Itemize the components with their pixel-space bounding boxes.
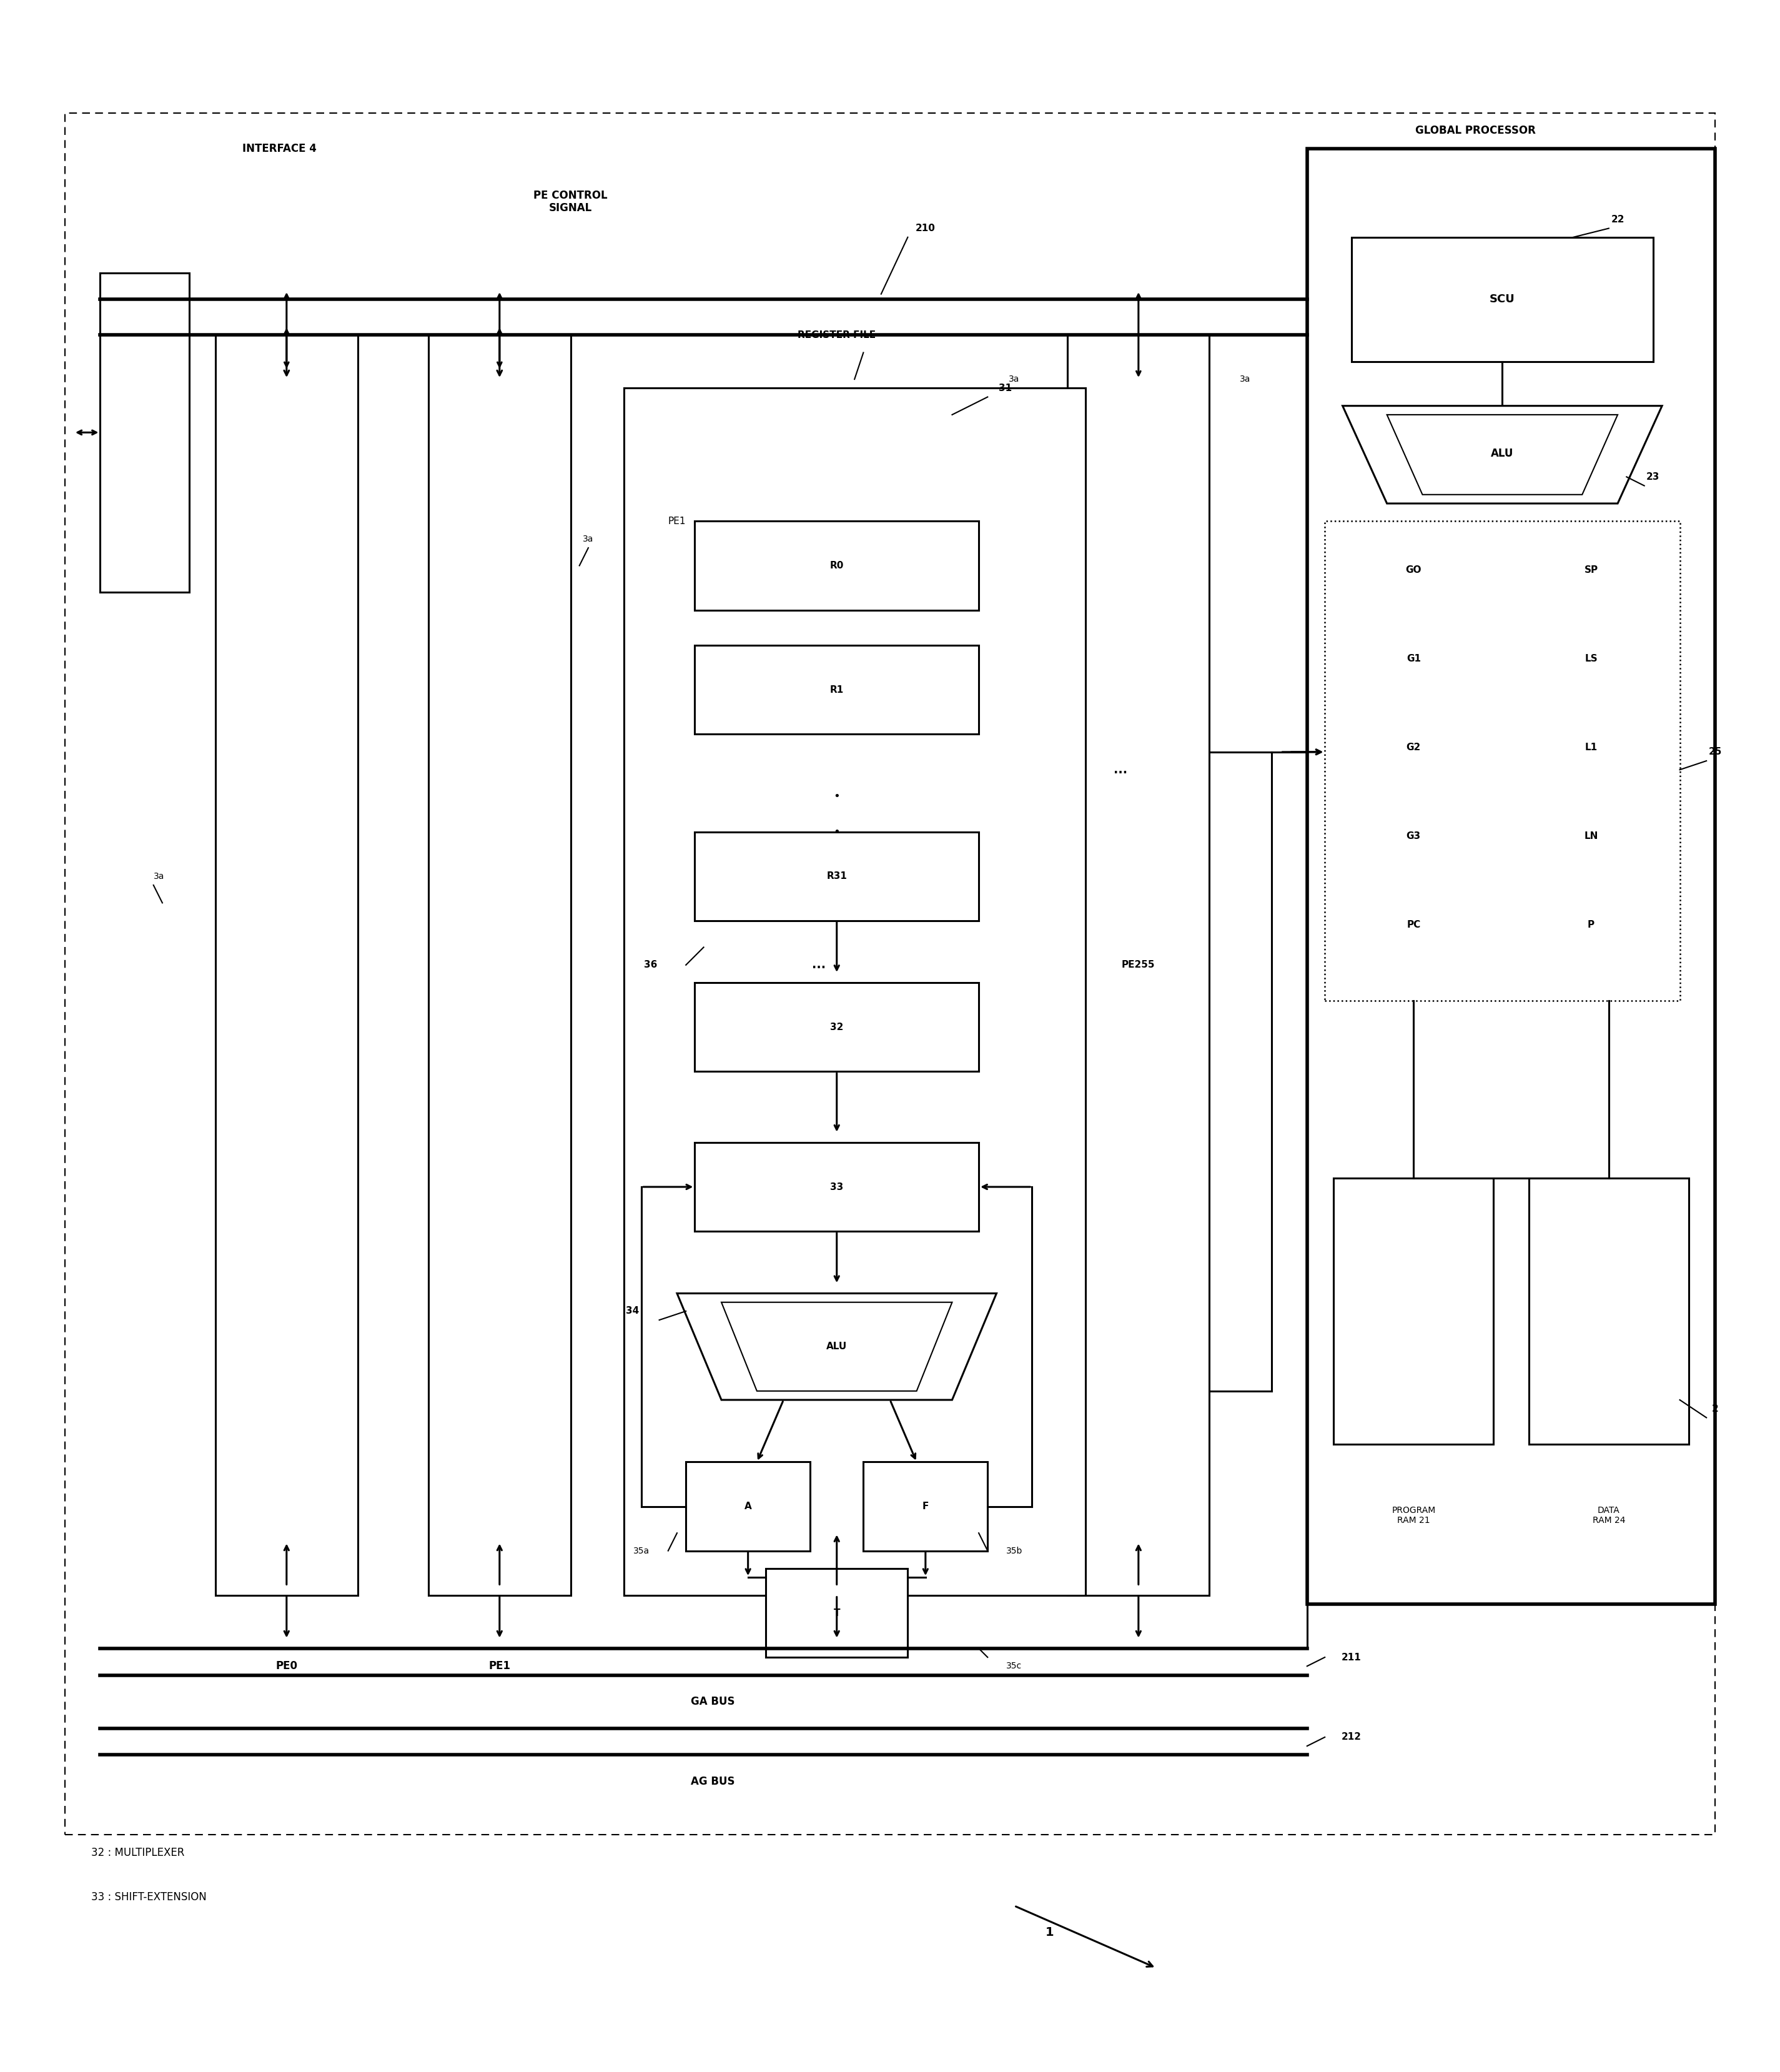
Bar [1068, 336, 1209, 1595]
Text: 32 : MULTIPLEXER: 32 : MULTIPLEXER [91, 1846, 185, 1859]
Text: 212: 212 [1342, 1732, 1362, 1743]
Polygon shape [1342, 406, 1663, 503]
Text: GLOBAL PROCESSOR: GLOBAL PROCESSOR [1415, 124, 1536, 137]
Bar [64, 114, 1716, 1836]
Text: 35b: 35b [1006, 1546, 1022, 1556]
Text: L1: L1 [1584, 744, 1597, 752]
Text: PE0: PE0 [276, 1660, 297, 1672]
Text: ALU: ALU [826, 1343, 847, 1351]
Text: G1: G1 [1406, 655, 1420, 663]
Polygon shape [721, 1303, 952, 1390]
Bar [1520, 620, 1663, 698]
Text: LN: LN [1584, 831, 1598, 841]
Text: 35a: 35a [634, 1546, 650, 1556]
Text: 3a: 3a [1009, 375, 1020, 383]
Text: 36: 36 [644, 959, 657, 970]
Text: PROGRAM
RAM 21: PROGRAM RAM 21 [1392, 1506, 1435, 1525]
Bar [1342, 796, 1485, 876]
Text: AG BUS: AG BUS [691, 1776, 735, 1788]
Bar [694, 831, 979, 920]
Text: 32: 32 [829, 1021, 844, 1032]
Text: 211: 211 [1342, 1653, 1362, 1662]
Bar [100, 274, 189, 593]
Bar [1342, 620, 1485, 698]
Text: LS: LS [1584, 655, 1597, 663]
Bar [1351, 236, 1654, 361]
Bar [863, 1463, 988, 1550]
Bar [215, 336, 358, 1595]
Text: F: F [922, 1502, 929, 1510]
Text: G2: G2 [1406, 744, 1420, 752]
Polygon shape [676, 1293, 997, 1401]
Text: 31: 31 [999, 383, 1013, 394]
Text: 1: 1 [1045, 1927, 1054, 1937]
Bar [694, 522, 979, 609]
Bar [694, 646, 979, 733]
Bar [694, 1142, 979, 1231]
Text: P: P [1588, 920, 1595, 930]
Text: 34: 34 [627, 1307, 639, 1316]
Text: 35c: 35c [1006, 1662, 1022, 1670]
Bar [429, 336, 571, 1595]
Bar [1520, 530, 1663, 609]
Text: •: • [833, 792, 840, 802]
Text: DATA
RAM 24: DATA RAM 24 [1593, 1506, 1625, 1525]
Bar [1529, 1179, 1689, 1444]
Text: GA BUS: GA BUS [691, 1697, 735, 1707]
Text: 33 : SHIFT-EXTENSION: 33 : SHIFT-EXTENSION [91, 1892, 206, 1902]
Text: 2: 2 [1712, 1405, 1719, 1413]
Text: SCU: SCU [1490, 294, 1515, 305]
Bar [765, 1569, 908, 1658]
Text: PE CONTROL
SIGNAL: PE CONTROL SIGNAL [534, 191, 607, 213]
Bar [1520, 796, 1663, 876]
Text: 22: 22 [1611, 215, 1625, 224]
Text: R0: R0 [829, 562, 844, 570]
Text: 33: 33 [829, 1183, 844, 1191]
Bar [1342, 709, 1485, 787]
Bar [1342, 885, 1485, 966]
Text: ALU: ALU [1492, 448, 1513, 460]
Text: REGISTER FILE: REGISTER FILE [797, 329, 876, 340]
Text: PC: PC [1406, 920, 1420, 930]
Text: PE255: PE255 [1121, 959, 1155, 970]
Text: 23: 23 [1647, 472, 1659, 481]
Polygon shape [1387, 414, 1618, 495]
Text: ...: ... [812, 959, 826, 972]
Text: R1: R1 [829, 686, 844, 694]
Bar [1324, 522, 1680, 1001]
Text: •: • [833, 827, 840, 837]
Text: A: A [744, 1502, 751, 1510]
Bar [694, 982, 979, 1071]
Bar [1307, 149, 1716, 1604]
Text: GO: GO [1406, 566, 1422, 574]
Text: PE1: PE1 [490, 1660, 511, 1672]
Bar [685, 1463, 810, 1550]
Text: G3: G3 [1406, 831, 1420, 841]
Bar [1520, 709, 1663, 787]
Bar [623, 387, 1086, 1595]
Bar [1520, 885, 1663, 966]
Text: 3a: 3a [1239, 375, 1250, 383]
Text: PE1: PE1 [668, 516, 685, 526]
Bar [1333, 1179, 1493, 1444]
Text: INTERFACE 4: INTERFACE 4 [242, 143, 317, 153]
Text: R31: R31 [826, 872, 847, 881]
Text: 3a: 3a [582, 535, 595, 543]
Text: SP: SP [1584, 566, 1598, 574]
Text: 3a: 3a [153, 872, 164, 881]
Text: 25: 25 [1709, 748, 1721, 756]
Bar [1342, 530, 1485, 609]
Text: T: T [833, 1608, 840, 1618]
Text: ...: ... [1114, 765, 1129, 775]
Text: 210: 210 [915, 224, 936, 232]
